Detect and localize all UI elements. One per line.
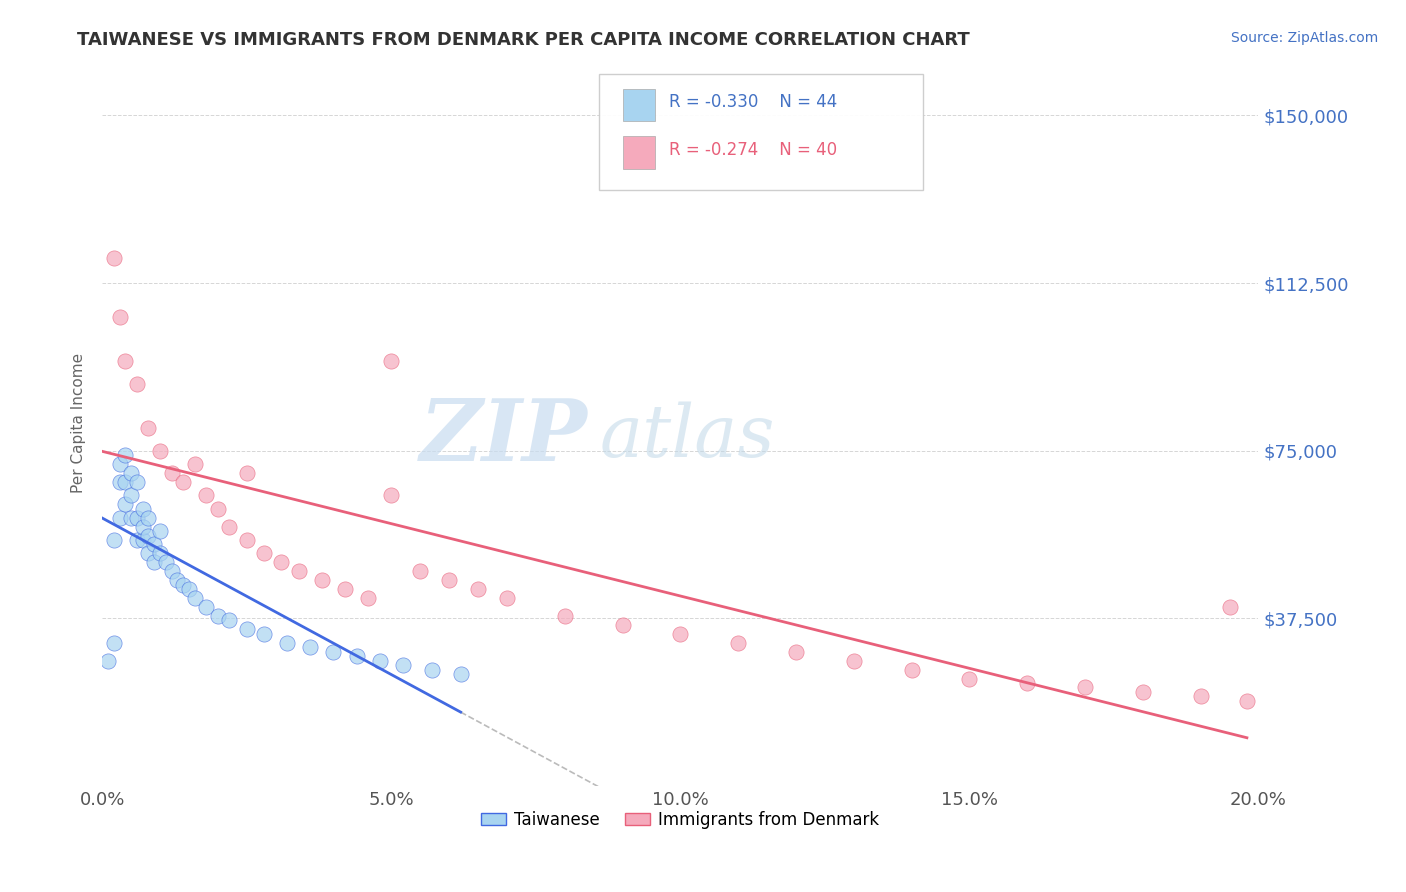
Text: R = -0.330    N = 44: R = -0.330 N = 44 (669, 93, 837, 111)
Point (108, 310, 131, 324)
Point (166, 573, 188, 587)
Point (333, 582, 356, 596)
Point (299, 640, 322, 655)
Point (900, 663, 922, 677)
Point (120, 466, 142, 480)
Point (1017, 676, 1039, 690)
Point (114, 354, 136, 368)
Point (612, 618, 634, 632)
Point (380, 488, 402, 502)
Point (125, 533, 148, 547)
Point (131, 533, 153, 547)
Point (207, 609, 229, 624)
Point (253, 627, 276, 641)
Point (346, 649, 368, 664)
Point (143, 555, 166, 569)
Point (108, 457, 131, 471)
Point (97, 654, 120, 668)
Point (287, 564, 309, 578)
Point (103, 533, 125, 547)
Bar (623, 136, 655, 169)
Point (1074, 681, 1097, 695)
Point (253, 546, 276, 560)
Point (108, 475, 131, 489)
Point (172, 577, 194, 591)
Point (311, 573, 333, 587)
Point (270, 555, 292, 569)
Point (114, 475, 136, 489)
Point (235, 623, 257, 637)
Point (450, 667, 472, 681)
Point (1189, 690, 1212, 704)
Point (138, 528, 160, 542)
Point (125, 510, 148, 524)
Point (183, 591, 205, 606)
Point (218, 614, 240, 628)
Point (149, 546, 172, 560)
Point (160, 564, 183, 578)
Point (131, 519, 153, 533)
Point (357, 591, 380, 606)
Text: atlas: atlas (599, 402, 775, 473)
Point (276, 636, 298, 650)
Point (322, 645, 344, 659)
Point (125, 376, 148, 391)
Point (235, 466, 257, 480)
Point (420, 663, 443, 677)
Point (125, 475, 148, 489)
Point (380, 354, 402, 368)
Point (143, 537, 166, 551)
Point (496, 591, 519, 606)
Point (138, 421, 160, 435)
Point (1236, 694, 1258, 708)
Bar (623, 88, 655, 121)
Point (114, 497, 136, 511)
FancyBboxPatch shape (599, 74, 924, 190)
Point (172, 475, 194, 489)
Point (554, 609, 576, 624)
Point (842, 654, 865, 668)
Point (138, 510, 160, 524)
Text: TAIWANESE VS IMMIGRANTS FROM DENMARK PER CAPITA INCOME CORRELATION CHART: TAIWANESE VS IMMIGRANTS FROM DENMARK PER… (77, 31, 970, 49)
Y-axis label: Per Capita Income: Per Capita Income (72, 352, 86, 492)
Point (108, 510, 131, 524)
Point (177, 582, 200, 596)
Point (235, 533, 257, 547)
Point (103, 636, 125, 650)
Point (195, 488, 218, 502)
Point (392, 658, 415, 673)
Point (218, 519, 240, 533)
Text: ZIP: ZIP (420, 395, 588, 479)
Point (437, 573, 460, 587)
Point (368, 654, 391, 668)
Point (138, 546, 160, 560)
Point (669, 627, 692, 641)
Point (785, 645, 807, 659)
Point (160, 466, 183, 480)
Point (149, 443, 172, 458)
Legend: Taiwanese, Immigrants from Denmark: Taiwanese, Immigrants from Denmark (474, 805, 886, 836)
Point (1219, 600, 1241, 615)
Text: R = -0.274    N = 40: R = -0.274 N = 40 (669, 141, 837, 160)
Point (727, 636, 749, 650)
Point (957, 672, 980, 686)
Point (1132, 685, 1154, 699)
Point (149, 524, 172, 538)
Point (467, 582, 489, 596)
Point (155, 555, 177, 569)
Text: Source: ZipAtlas.com: Source: ZipAtlas.com (1230, 31, 1378, 45)
Point (207, 501, 229, 516)
Point (183, 457, 205, 471)
Point (131, 501, 153, 516)
Point (120, 510, 142, 524)
Point (409, 564, 432, 578)
Point (114, 448, 136, 462)
Point (120, 488, 142, 502)
Point (103, 252, 125, 266)
Point (195, 600, 218, 615)
